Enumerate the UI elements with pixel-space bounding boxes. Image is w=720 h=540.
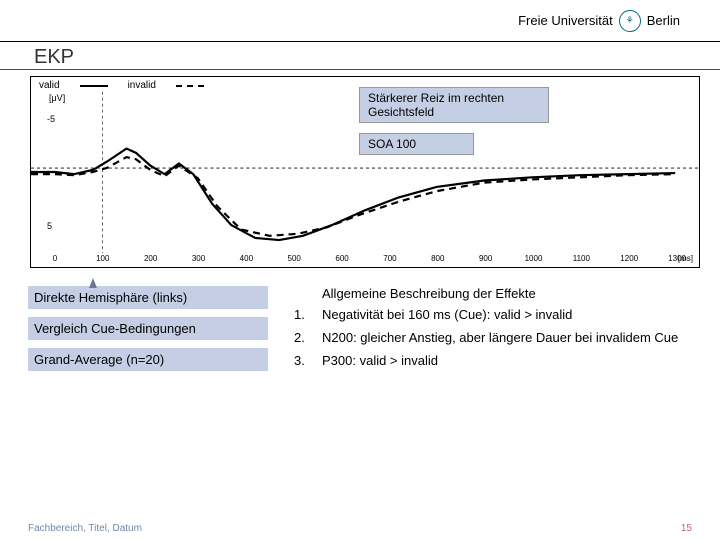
x-tick: 800 bbox=[431, 254, 444, 263]
x-tick: 1000 bbox=[525, 254, 543, 263]
x-tick: 600 bbox=[335, 254, 348, 263]
header: Freie Universität ⚘ Berlin bbox=[0, 0, 720, 42]
list-item: 3.P300: valid > invalid bbox=[294, 353, 692, 368]
list-item: 1.Negativität bei 160 ms (Cue): valid > … bbox=[294, 307, 692, 322]
cue-arrow-icon bbox=[89, 278, 97, 288]
footer-text: Fachbereich, Titel, Datum bbox=[28, 523, 142, 534]
university-city: Berlin bbox=[647, 13, 680, 28]
effects-list: 1.Negativität bei 160 ms (Cue): valid > … bbox=[294, 307, 692, 368]
x-tick: 500 bbox=[288, 254, 301, 263]
x-tick: 1200 bbox=[620, 254, 638, 263]
x-tick: 1100 bbox=[573, 254, 590, 263]
page-number: 15 bbox=[681, 523, 692, 534]
box-grand-average: Grand-Average (n=20) bbox=[28, 348, 268, 371]
x-tick: 400 bbox=[240, 254, 253, 263]
effects-heading: Allgemeine Beschreibung der Effekte bbox=[294, 286, 692, 301]
box-hemisphere: Direkte Hemisphäre (links) bbox=[28, 286, 268, 309]
x-tick: 900 bbox=[479, 254, 492, 263]
list-item: 2.N200: gleicher Anstieg, aber längere D… bbox=[294, 330, 692, 345]
x-tick: 700 bbox=[383, 254, 396, 263]
effects-description: Allgemeine Beschreibung der Effekte 1.Ne… bbox=[294, 286, 692, 376]
seal-icon: ⚘ bbox=[619, 10, 641, 32]
condition-boxes: Direkte Hemisphäre (links) Vergleich Cue… bbox=[28, 286, 268, 376]
x-tick: 200 bbox=[144, 254, 157, 263]
x-tick: 0 bbox=[53, 254, 57, 263]
box-cue-comparison: Vergleich Cue-Bedingungen bbox=[28, 317, 268, 340]
university-logo: Freie Universität ⚘ Berlin bbox=[518, 10, 680, 32]
university-name: Freie Universität bbox=[518, 13, 613, 28]
x-tick: 100 bbox=[96, 254, 109, 263]
x-axis-unit: [ms] bbox=[678, 254, 693, 263]
lower-content: Direkte Hemisphäre (links) Vergleich Cue… bbox=[28, 286, 692, 376]
ekp-chart: valid invalid [μV] -5 5 Stärkerer Reiz i… bbox=[30, 76, 700, 268]
waveform-svg bbox=[31, 77, 699, 267]
page-title: EKP bbox=[0, 42, 720, 70]
x-tick: 300 bbox=[192, 254, 205, 263]
footer: Fachbereich, Titel, Datum 15 bbox=[28, 523, 692, 534]
